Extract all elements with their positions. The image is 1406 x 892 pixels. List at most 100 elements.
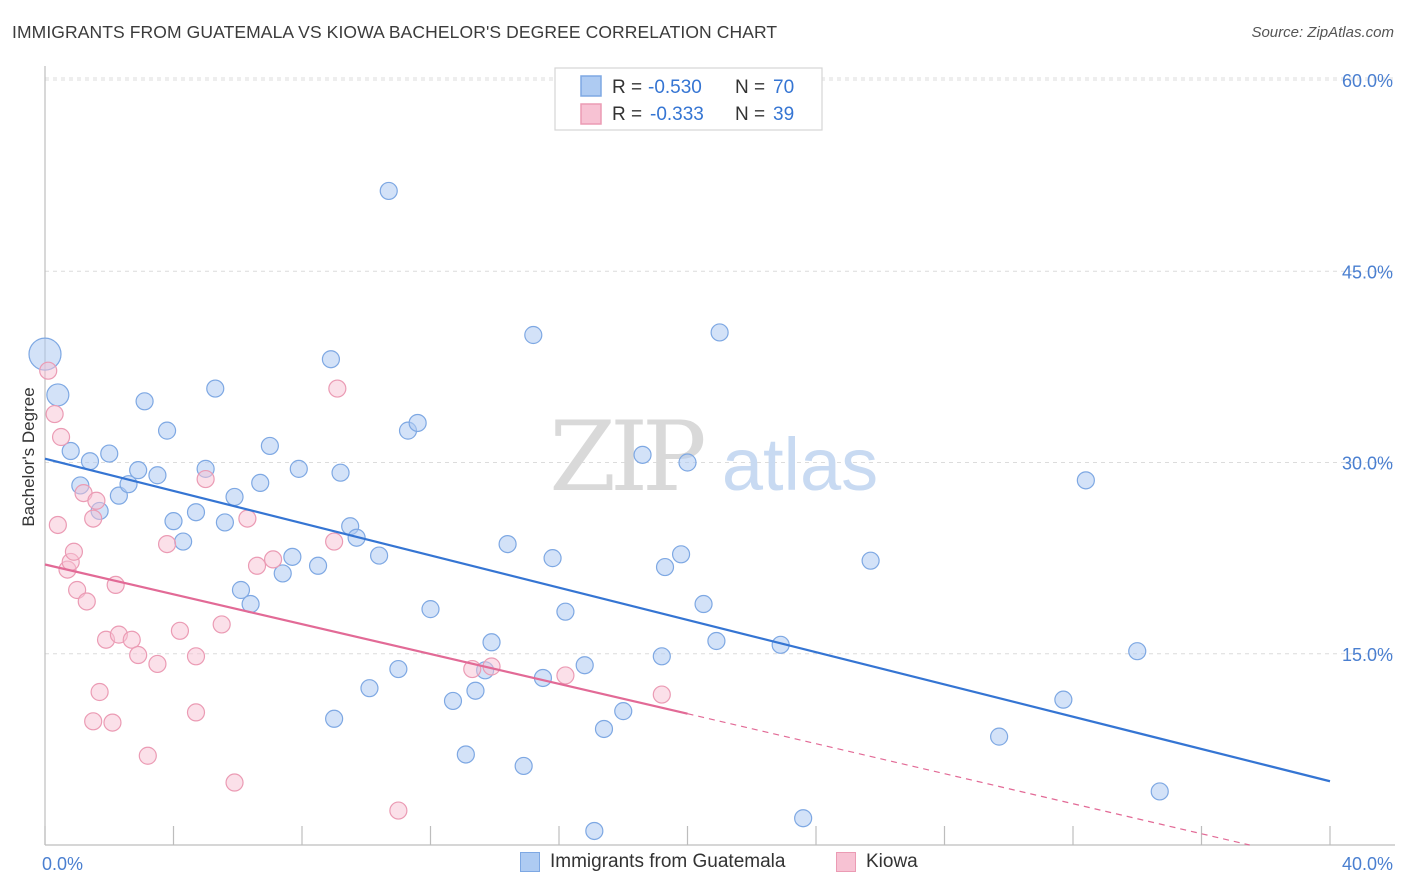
point-guatemala-33 bbox=[370, 546, 389, 565]
point-guatemala-27 bbox=[308, 556, 328, 575]
tick-labels: 15.0% 30.0% 45.0% 60.0% 0.0% 40.0% bbox=[42, 71, 1393, 874]
legend-r-label-2: R = bbox=[612, 104, 642, 125]
point-guatemala-37 bbox=[408, 413, 427, 433]
legend-item-guatemala: Immigrants from Guatemala bbox=[520, 851, 785, 873]
point-kiowa-10 bbox=[84, 712, 103, 731]
point-guatemala-26 bbox=[289, 459, 308, 478]
point-guatemala-65 bbox=[990, 727, 1009, 746]
point-kiowa-19 bbox=[129, 645, 148, 665]
point-kiowa-23 bbox=[170, 621, 190, 640]
point-guatemala-32 bbox=[360, 679, 379, 698]
point-guatemala-59 bbox=[694, 594, 713, 614]
legend-n-value-1: 70 bbox=[773, 77, 794, 98]
point-guatemala-20 bbox=[231, 580, 251, 600]
bottom-legend: Immigrants from Guatemala Kiowa bbox=[0, 851, 1406, 879]
point-guatemala-41 bbox=[466, 681, 485, 700]
x-tick-label-0: 0.0% bbox=[42, 854, 83, 874]
legend-r-label-1: R = bbox=[612, 77, 642, 98]
point-guatemala-39 bbox=[443, 691, 463, 711]
regression-lines bbox=[44, 457, 1331, 846]
point-guatemala-67 bbox=[1076, 471, 1095, 490]
point-guatemala-10 bbox=[135, 392, 154, 411]
point-guatemala-9 bbox=[129, 461, 148, 480]
legend-n-label-1: N = bbox=[735, 77, 765, 98]
series-guatemala-points bbox=[28, 181, 1169, 841]
point-guatemala-14 bbox=[174, 532, 193, 551]
point-guatemala-57 bbox=[671, 545, 691, 564]
point-guatemala-15 bbox=[186, 503, 206, 522]
point-kiowa-9 bbox=[77, 592, 96, 611]
chart-title: IMMIGRANTS FROM GUATEMALA VS KIOWA BACHE… bbox=[12, 22, 778, 42]
point-guatemala-29 bbox=[331, 463, 350, 482]
point-guatemala-68 bbox=[1128, 642, 1147, 661]
point-guatemala-24 bbox=[273, 564, 292, 583]
point-guatemala-63 bbox=[794, 809, 813, 828]
point-guatemala-52 bbox=[594, 719, 614, 739]
legend-swatch-guatemala bbox=[520, 852, 540, 872]
legend-label-guatemala: Immigrants from Guatemala bbox=[550, 851, 786, 872]
legend-swatch-pink bbox=[580, 103, 602, 125]
point-guatemala-50 bbox=[575, 656, 594, 675]
point-kiowa-27 bbox=[212, 615, 231, 634]
point-guatemala-17 bbox=[206, 379, 225, 398]
regression-line-kiowa bbox=[44, 563, 688, 715]
point-kiowa-37 bbox=[556, 666, 575, 685]
point-kiowa-3 bbox=[51, 427, 71, 447]
point-guatemala-58 bbox=[678, 453, 697, 472]
legend-label-kiowa: Kiowa bbox=[866, 851, 918, 872]
legend-r-value-1: -0.530 bbox=[648, 77, 702, 98]
point-guatemala-51 bbox=[585, 821, 604, 841]
point-guatemala-44 bbox=[498, 534, 517, 554]
point-kiowa-26 bbox=[196, 469, 215, 489]
point-guatemala-60 bbox=[707, 631, 726, 651]
point-kiowa-6 bbox=[64, 542, 84, 561]
y-tick-label-1: 30.0% bbox=[1342, 454, 1393, 474]
y-tick-label-2: 45.0% bbox=[1342, 262, 1393, 282]
point-kiowa-25 bbox=[186, 647, 206, 666]
point-kiowa-21 bbox=[148, 654, 167, 674]
point-guatemala-56 bbox=[652, 647, 671, 666]
point-guatemala-12 bbox=[157, 421, 177, 440]
point-guatemala-35 bbox=[389, 659, 408, 679]
point-guatemala-28 bbox=[321, 350, 341, 369]
point-guatemala-66 bbox=[1054, 690, 1073, 709]
legend-swatch-kiowa bbox=[836, 852, 856, 872]
y-tick-label-3: 60.0% bbox=[1342, 71, 1393, 91]
point-guatemala-34 bbox=[379, 181, 398, 201]
point-guatemala-43 bbox=[482, 633, 501, 652]
legend-r-value-2: -0.333 bbox=[650, 104, 704, 125]
point-guatemala-69 bbox=[1150, 782, 1169, 801]
point-guatemala-19 bbox=[225, 487, 244, 507]
point-kiowa-2 bbox=[48, 515, 67, 535]
point-kiowa-1 bbox=[45, 404, 64, 424]
legend-item-kiowa: Kiowa bbox=[836, 851, 918, 873]
watermark-atlas: atlas bbox=[722, 423, 878, 506]
point-guatemala-61 bbox=[710, 323, 729, 342]
axes bbox=[44, 66, 1395, 846]
point-guatemala-13 bbox=[164, 512, 183, 531]
point-guatemala-6 bbox=[100, 444, 119, 463]
point-kiowa-12 bbox=[87, 491, 106, 510]
gridlines bbox=[45, 77, 1395, 655]
point-kiowa-33 bbox=[328, 379, 347, 398]
point-kiowa-30 bbox=[247, 556, 267, 575]
point-guatemala-40 bbox=[456, 745, 475, 764]
point-kiowa-38 bbox=[652, 685, 671, 704]
y-axis-title: Bachelor's Degree bbox=[19, 387, 38, 526]
point-guatemala-1 bbox=[46, 383, 70, 407]
point-kiowa-34 bbox=[389, 801, 408, 820]
point-guatemala-64 bbox=[861, 551, 880, 570]
source-label: Source: ZipAtlas.com bbox=[1251, 24, 1394, 41]
point-kiowa-24 bbox=[186, 703, 206, 722]
point-guatemala-54 bbox=[633, 445, 652, 464]
point-kiowa-13 bbox=[90, 682, 109, 702]
point-guatemala-70 bbox=[325, 709, 344, 728]
point-guatemala-49 bbox=[556, 602, 575, 621]
point-guatemala-18 bbox=[215, 513, 234, 532]
legend-n-value-2: 39 bbox=[773, 104, 794, 125]
point-kiowa-32 bbox=[325, 532, 344, 551]
point-guatemala-23 bbox=[260, 436, 279, 456]
legend-swatch-blue bbox=[580, 75, 602, 97]
point-kiowa-20 bbox=[138, 746, 157, 765]
